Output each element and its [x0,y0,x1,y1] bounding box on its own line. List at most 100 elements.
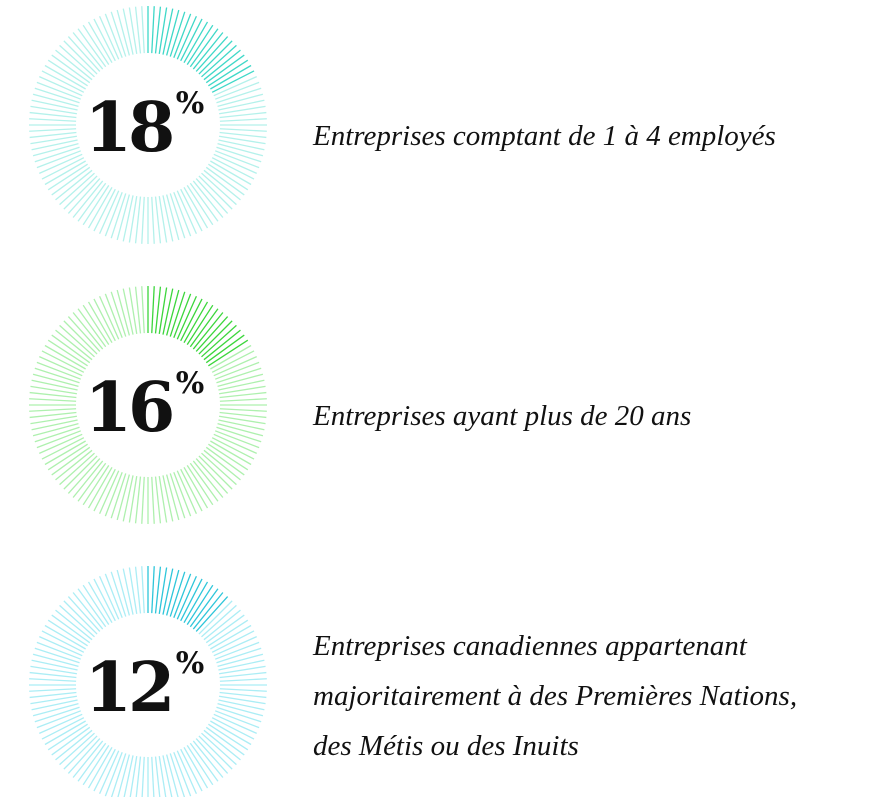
gauge-track-tick [166,194,180,241]
gauge-track-tick [82,304,110,345]
gauge-track-tick [99,750,120,794]
gauge-active-tick [162,288,174,335]
gauge-active-tick [192,592,224,630]
gauge-track-tick [211,630,255,653]
gauge-track-tick [110,11,127,57]
gauge-track-tick [205,166,245,196]
gauge-track-tick [186,745,214,786]
gauge-track-tick [36,150,82,169]
gauge-track-tick [104,191,123,237]
gauge-active-tick [158,567,168,614]
gauge-track-tick [123,755,134,797]
gauge-track-tick [39,76,83,97]
gauge-track-tick [216,426,262,443]
gauge-active-tick [203,329,241,361]
gauge-track-tick [47,443,88,471]
gauge-track-tick [210,344,252,370]
gauge-track-tick [176,470,197,514]
gauge-track-tick [104,293,123,339]
gauge-track-tick [87,467,113,509]
gauge-track-tick [166,474,180,521]
gauge-track-tick [87,187,113,229]
gauge-track-tick [39,356,83,377]
gauge-track-tick [77,28,107,68]
gauge-track-tick [47,723,88,751]
gauge-track-tick [93,18,116,62]
gauge-track-tick [180,748,203,792]
gauge-track-tick [59,324,95,358]
gauge-track-tick [189,462,219,502]
gauge-track-tick [203,729,241,761]
gauge-track-tick [87,301,113,343]
gauge-active-tick [189,28,219,68]
gauge-active-tick [192,32,224,70]
gauge-active-tick [173,573,192,619]
gauge-track-tick [67,316,101,352]
gauge-track-tick [180,468,203,512]
gauge-track-tick [30,415,77,425]
gauge-track-tick [208,619,249,647]
gauge-track-tick [189,182,219,222]
gauge-track-tick [82,465,110,506]
gauge-active-tick [205,334,245,364]
gauge-track-tick [41,437,85,460]
gauge-active-tick [151,6,155,54]
gauge-track-tick [192,460,224,498]
gauge-track-tick [151,196,155,244]
gauge-track-tick [169,753,186,797]
gauge-track-tick [211,157,255,180]
gauge-track-tick [208,723,249,751]
gauge-track-tick [116,474,130,521]
gauge-track-tick [201,452,237,486]
gauge-track-tick [72,592,104,630]
gauge-track-tick [214,361,260,380]
gauge-track-tick [30,385,77,395]
description: Entreprises comptant de 1 à 4 employés [312,120,776,152]
gauge-track-tick [30,135,77,145]
gauge-track-tick [141,286,145,334]
gauge-track-tick [77,742,107,782]
gauge-track-tick [36,641,82,660]
gauge-active-tick [192,312,224,350]
gauge-track-tick [116,569,130,616]
gauge-active-tick [195,316,229,352]
description: des Métis ou des Inuits [313,730,579,762]
gauge-active-tick [195,596,229,632]
gauge-track-tick [34,426,80,443]
gauge-track-tick [51,726,91,756]
gauge-track-tick [47,339,88,367]
gauge-track-tick [216,87,262,104]
gauge-active-tick [169,291,186,337]
gauge-track-tick [41,350,85,373]
gauge-track-tick [141,196,145,244]
gauge-track-tick [210,624,252,650]
gauge-track-tick [219,688,267,692]
gauge-track-tick [180,188,203,232]
gauge-active-tick [201,324,237,358]
gauge-track-tick [67,36,101,72]
percent-value: 16 [85,368,172,448]
gauge-track-tick [166,754,179,797]
gauge-active-tick [173,13,192,59]
gauge-track-tick [186,185,214,226]
gauge-track-tick [32,143,79,157]
gauge-active-tick [186,584,214,625]
gauge-track-tick [31,379,78,391]
gauge-track-tick [36,361,82,380]
gauge-track-tick [183,187,209,229]
gauge-track-tick [128,567,138,614]
gauge-track-tick [32,703,79,717]
gauge-track-tick [122,195,134,242]
gauge-track-tick [104,13,123,59]
gauge-track-tick [217,373,264,387]
gauge-track-tick [51,54,91,84]
gauge-track-tick [219,111,267,119]
gauge-track-tick [87,21,113,63]
gauge-active-tick [169,11,186,57]
gauge-track-tick [63,600,98,635]
gauge-track-tick [158,196,168,243]
gauge-track-tick [39,433,83,454]
gauge-track-tick [154,196,162,244]
gauge-track-tick [218,99,265,111]
gauge-track-tick [72,460,104,498]
